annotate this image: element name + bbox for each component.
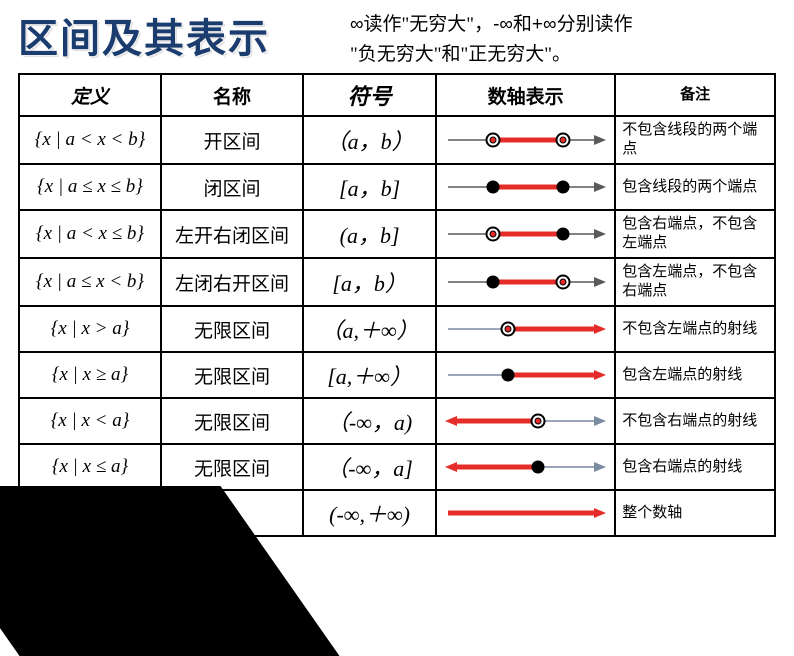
cell-note: 包含左端点，不包含右端点 [615,258,775,306]
cell-vis [436,444,615,490]
th-name: 名称 [161,74,303,116]
table-row: {x | a ≤ x < b} 左闭右开区间 [a，b） 包含左端点，不包含右端… [19,258,775,306]
table-row: {x | x ≤ a} 无限区间 （-∞，a] 包含右端点的射线 [19,444,775,490]
cell-def: {x | x ≥ a} [19,352,161,398]
cell-note: 包含线段的两个端点 [615,164,775,210]
cell-name: 左闭右开区间 [161,258,303,306]
cell-note: 不包含左端点的射线 [615,306,775,352]
cell-name: 无限区间 [161,398,303,444]
cell-note: 包含右端点，不包含左端点 [615,210,775,258]
cell-note: 不包含线段的两个端点 [615,116,775,164]
sub-q2: "负无穷大" [350,44,442,65]
cell-vis [436,352,615,398]
cell-def: {x | a ≤ x ≤ b} [19,164,161,210]
cell-note: 包含右端点的射线 [615,444,775,490]
cell-sym: [a，b] [303,164,436,210]
cell-note: 整个数轴 [615,490,775,536]
th-def: 定义 [19,74,161,116]
sub-p3: 和 [442,44,461,65]
sub-q3: "正无穷大" [461,44,553,65]
cell-sym: [a,＋∞） [303,352,436,398]
cell-def: {x | a < x ≤ b} [19,210,161,258]
cell-sym: （a，b） [303,116,436,164]
subtitle: ∞读作"无穷大"，-∞和+∞分别读作 "负无穷大"和"正无穷大"。 [350,10,780,70]
header-row: 定义 名称 符号 数轴表示 备注 [19,74,775,116]
table-row: {x | a < x ≤ b} 左开右闭区间 (a，b] 包含右端点，不包含左端… [19,210,775,258]
intervals-table: 定义 名称 符号 数轴表示 备注 {x | a < x < b} 开区间 （a，… [18,73,776,537]
cell-name: 开区间 [161,116,303,164]
page-title: 区间及其表示 [18,6,270,64]
cell-note: 不包含右端点的射线 [615,398,775,444]
cell-name: 无限区间 [161,444,303,490]
cell-vis [436,210,615,258]
cell-sym: (-∞,＋∞) [303,490,436,536]
cell-name: 左开右闭区间 [161,210,303,258]
cell-sym: (a，b] [303,210,436,258]
cell-vis [436,490,615,536]
cell-def: {x | x ≤ a} [19,444,161,490]
th-sym: 符号 [303,74,436,116]
cell-sym: （a,＋∞） [303,306,436,352]
cell-name: 无限区间 [161,306,303,352]
th-vis: 数轴表示 [436,74,615,116]
sub-p1: ∞读作 [350,14,402,35]
cell-vis [436,164,615,210]
cell-name: 闭区间 [161,164,303,210]
table-row: {x | x > a} 无限区间 （a,＋∞） 不包含左端点的射线 [19,306,775,352]
cell-sym: （-∞，a] [303,444,436,490]
cell-vis [436,116,615,164]
sub-p2: ，-∞和+∞分别读作 [474,14,633,35]
cell-def: {x | x > a} [19,306,161,352]
cell-name: 无限区间 [161,352,303,398]
cell-vis [436,398,615,444]
table-row: {x | x ≥ a} 无限区间 [a,＋∞） 包含左端点的射线 [19,352,775,398]
cell-def: {x | x < a} [19,398,161,444]
table-row: {x | a ≤ x ≤ b} 闭区间 [a，b] 包含线段的两个端点 [19,164,775,210]
th-note: 备注 [615,74,775,116]
sub-p4: 。 [552,44,571,65]
table-row: {x | x < a} 无限区间 （-∞，a) 不包含右端点的射线 [19,398,775,444]
table-row: {x | a < x < b} 开区间 （a，b） 不包含线段的两个端点 [19,116,775,164]
cell-sym: [a，b） [303,258,436,306]
cell-vis [436,306,615,352]
cell-note: 包含左端点的射线 [615,352,775,398]
cell-def: {x | a ≤ x < b} [19,258,161,306]
cell-sym: （-∞，a) [303,398,436,444]
cell-def: {x | a < x < b} [19,116,161,164]
cell-vis [436,258,615,306]
sub-q1: "无穷大" [402,14,475,35]
